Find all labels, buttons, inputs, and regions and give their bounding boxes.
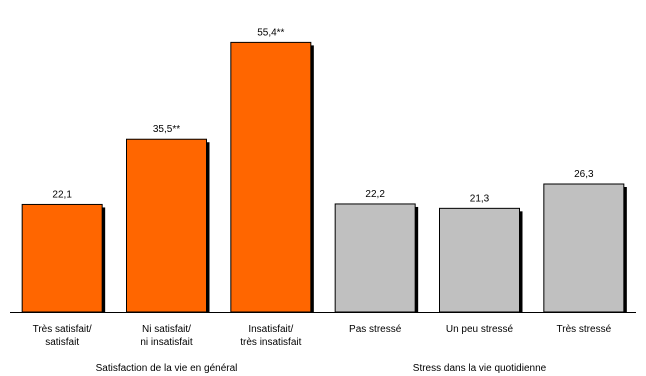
category-labels: Très satisfait/satisfait Ni satisfait/ni … <box>33 324 612 348</box>
category-label: Un peu stressé <box>446 324 514 335</box>
data-label: 21,3 <box>470 193 490 204</box>
bars <box>21 41 625 313</box>
category-label: Très satisfait/ <box>33 324 92 335</box>
category-label: Pas stressé <box>349 324 402 335</box>
group-label: Satisfaction de la vie en général <box>96 363 238 374</box>
category-label: ni insatisfait <box>140 337 192 348</box>
data-labels: 22,1 35,5** 55,4** 22,2 21,3 26,3 <box>52 27 594 204</box>
group-label: Stress dans la vie quotidienne <box>413 363 547 374</box>
data-label: 22,1 <box>52 189 72 200</box>
bar <box>126 138 207 313</box>
category-label: satisfait <box>45 337 79 348</box>
bar <box>543 183 625 313</box>
category-label: Très stressé <box>557 324 612 335</box>
bar <box>334 203 416 313</box>
category-label: Ni satisfait/ <box>142 324 191 335</box>
data-label: 22,2 <box>365 189 385 200</box>
category-label: Insatisfait/ <box>248 324 293 335</box>
data-label: 55,4** <box>257 27 284 38</box>
bar <box>21 203 103 313</box>
bar <box>439 207 520 313</box>
bar-shadows <box>25 45 627 313</box>
bar <box>230 41 312 313</box>
data-label: 26,3 <box>574 169 594 180</box>
data-label: 35,5** <box>153 124 180 135</box>
group-labels: Satisfaction de la vie en général Stress … <box>96 363 547 374</box>
category-label: très insatisfait <box>240 337 301 348</box>
